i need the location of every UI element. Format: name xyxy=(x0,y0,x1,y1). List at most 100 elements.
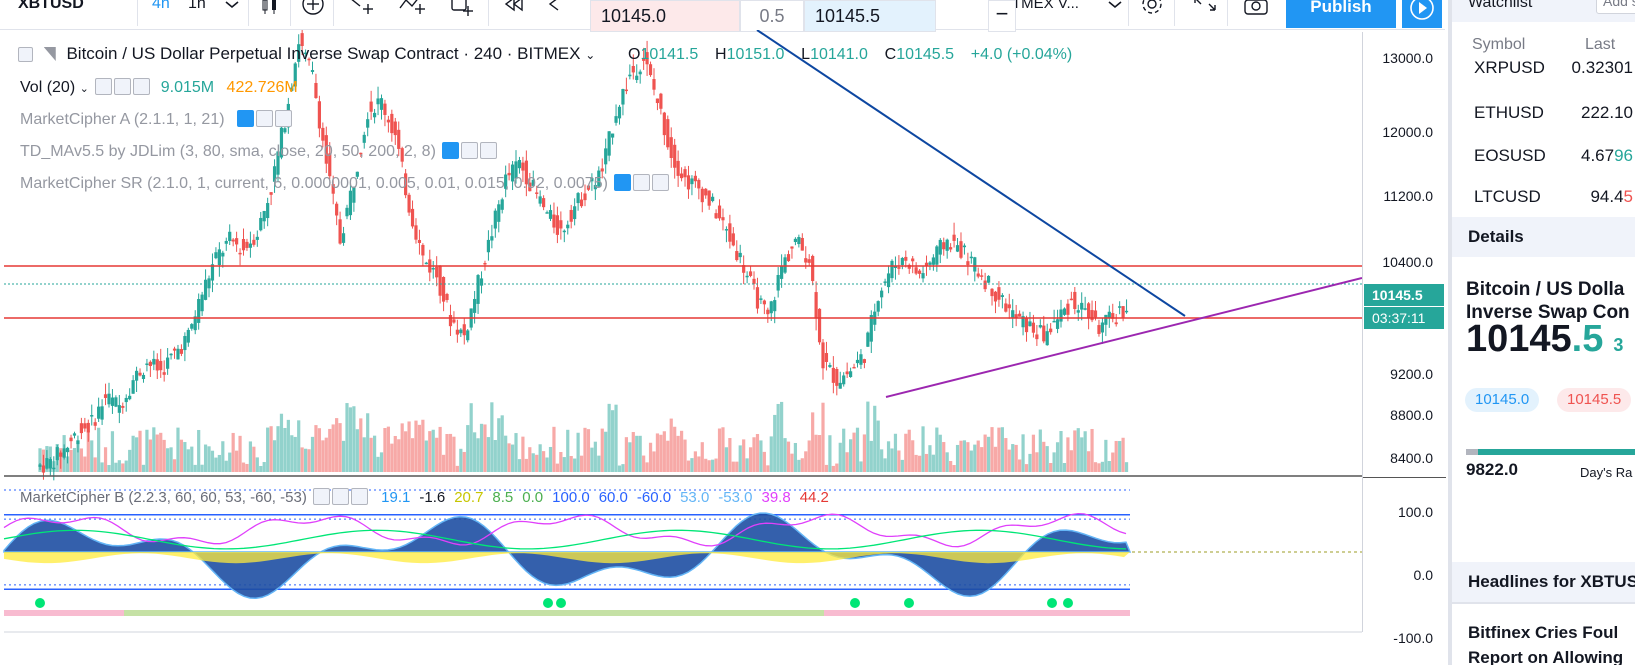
candle-body xyxy=(714,213,718,219)
eye-icon[interactable] xyxy=(442,142,460,159)
price-axis[interactable]: 13000.0 12000.0 11200.0 10400.0 9200.0 8… xyxy=(1362,32,1446,646)
candle-body xyxy=(924,262,929,267)
volume-bar xyxy=(317,428,321,472)
buy-price-box[interactable]: 10145.5 xyxy=(804,0,936,32)
close-icon[interactable] xyxy=(480,142,498,159)
volume-bar xyxy=(669,418,673,472)
chart-layout-name[interactable]: TMEX V... xyxy=(1012,0,1079,12)
volume-bar xyxy=(97,427,101,472)
eye-icon[interactable] xyxy=(614,174,632,191)
gear-icon[interactable] xyxy=(633,174,651,191)
volume-bar xyxy=(607,403,611,472)
undo-icon[interactable] xyxy=(544,0,572,22)
volume-bar xyxy=(369,437,373,472)
candle-body xyxy=(1042,325,1046,342)
volume-legend: Vol (20) ⌄ 9.015M 422.726M xyxy=(20,78,298,97)
volume-bar xyxy=(1024,464,1029,472)
watchlist-row[interactable]: XRPUSD 0.32301 xyxy=(1452,50,1635,90)
watchlist-row[interactable]: EOSUSD 4.6796 xyxy=(1452,136,1635,176)
volume-bar xyxy=(1114,440,1118,472)
candle-body xyxy=(255,236,259,240)
gear-icon[interactable] xyxy=(256,110,273,127)
volume-bar xyxy=(993,446,998,472)
candle-body xyxy=(103,394,108,398)
chevron-down-icon[interactable]: ⌄ xyxy=(79,83,89,95)
candle-body xyxy=(797,237,801,245)
descending-trendline[interactable] xyxy=(756,30,1186,317)
candle-body xyxy=(266,203,270,219)
close-icon[interactable] xyxy=(652,174,670,191)
fullscreen-icon[interactable] xyxy=(1191,0,1219,22)
chevron-down-icon[interactable] xyxy=(1101,0,1129,18)
gear-icon[interactable] xyxy=(114,78,132,95)
candle-body xyxy=(673,144,677,168)
add-symbol-input[interactable]: Add s xyxy=(1596,0,1635,14)
indicator-legend-mcb[interactable]: MarketCipher B (2.2.3, 60, 60, 53, -60, … xyxy=(20,488,829,506)
interval-4h[interactable]: 4h xyxy=(152,0,170,12)
volume-bar xyxy=(1121,437,1125,472)
symbol-search[interactable]: XBTUSD xyxy=(18,0,84,12)
candle-body xyxy=(735,251,739,261)
gear-icon[interactable] xyxy=(331,488,349,505)
stream-button[interactable] xyxy=(1402,0,1442,28)
template-icon[interactable] xyxy=(448,0,476,22)
watchlist-row[interactable]: LTCUSD 94.45 xyxy=(1452,177,1635,217)
candle-body xyxy=(41,465,46,473)
indicator-legend-sr[interactable]: MarketCipher SR (2.1.0, 1, current, 6, 0… xyxy=(20,174,670,193)
candles-icon[interactable] xyxy=(256,0,284,22)
col-last[interactable]: Last xyxy=(1585,36,1616,53)
volume-bar xyxy=(1100,461,1105,472)
volume-bar xyxy=(76,440,80,472)
publish-button[interactable]: Publish xyxy=(1286,0,1396,28)
candle-body xyxy=(517,160,522,169)
news-item[interactable]: Bitfinex Cries Foul Report on Allowing xyxy=(1468,620,1623,665)
candle-body xyxy=(997,287,1001,300)
gear-icon[interactable] xyxy=(1138,0,1166,22)
candle-body xyxy=(293,63,297,87)
headlines-header[interactable]: Headlines for XBTUS xyxy=(1452,562,1635,602)
volume-bar xyxy=(1104,439,1108,472)
volume-bar xyxy=(1059,431,1063,472)
chevron-down-icon[interactable]: ⌄ xyxy=(585,48,596,62)
ascending-trendline[interactable] xyxy=(885,277,1362,398)
watchlist-row[interactable]: ETHUSD 222.10 xyxy=(1452,93,1635,133)
col-symbol[interactable]: Symbol xyxy=(1472,36,1526,53)
eye-icon[interactable] xyxy=(95,78,113,95)
eye-icon[interactable] xyxy=(312,488,330,505)
close-icon[interactable] xyxy=(350,488,368,505)
compare-icon[interactable] xyxy=(348,0,376,22)
close-icon[interactable] xyxy=(133,78,151,95)
replay-icon[interactable] xyxy=(500,0,528,22)
interval-1h[interactable]: 1h xyxy=(188,0,206,12)
eye-icon[interactable] xyxy=(237,110,254,127)
symbol-flag-icon xyxy=(43,47,56,61)
collapse-legend-button[interactable] xyxy=(18,47,33,62)
alert-icon[interactable] xyxy=(398,0,426,22)
volume-bar xyxy=(438,426,442,472)
bid-pill[interactable]: 10145.0 xyxy=(1465,388,1540,412)
volume-bar xyxy=(393,435,397,472)
candle-body xyxy=(152,358,156,365)
indicator-legend-td[interactable]: TD_MAv5.5 by JDLim (3, 80, sma, close, 2… xyxy=(20,142,498,161)
volume-bar xyxy=(983,434,987,472)
indicator-legend-a[interactable]: MarketCipher A (2.1.1, 1, 21) xyxy=(20,110,292,129)
candle-body xyxy=(807,259,811,263)
chart-canvas[interactable] xyxy=(0,30,1362,665)
volume-bar xyxy=(504,435,508,472)
chevron-down-icon[interactable] xyxy=(218,0,246,18)
watchlist-header[interactable]: Watchlist Add s xyxy=(1452,0,1635,22)
candle-body xyxy=(1087,303,1091,319)
details-header[interactable]: Details xyxy=(1452,217,1635,257)
candle-body xyxy=(573,206,577,220)
collapse-button[interactable]: − xyxy=(988,0,1016,32)
volume-bar xyxy=(980,447,984,472)
close-icon[interactable] xyxy=(275,110,292,127)
toolbar-divider xyxy=(137,0,138,26)
camera-icon[interactable] xyxy=(1242,0,1270,22)
gear-icon[interactable] xyxy=(461,142,479,159)
volume-bar xyxy=(1111,452,1115,472)
candle-body xyxy=(1052,320,1056,323)
sell-price-box[interactable]: 10145.0 xyxy=(590,0,740,32)
add-indicator-icon[interactable] xyxy=(299,0,327,22)
ask-pill[interactable]: 10145.5 xyxy=(1557,388,1632,412)
